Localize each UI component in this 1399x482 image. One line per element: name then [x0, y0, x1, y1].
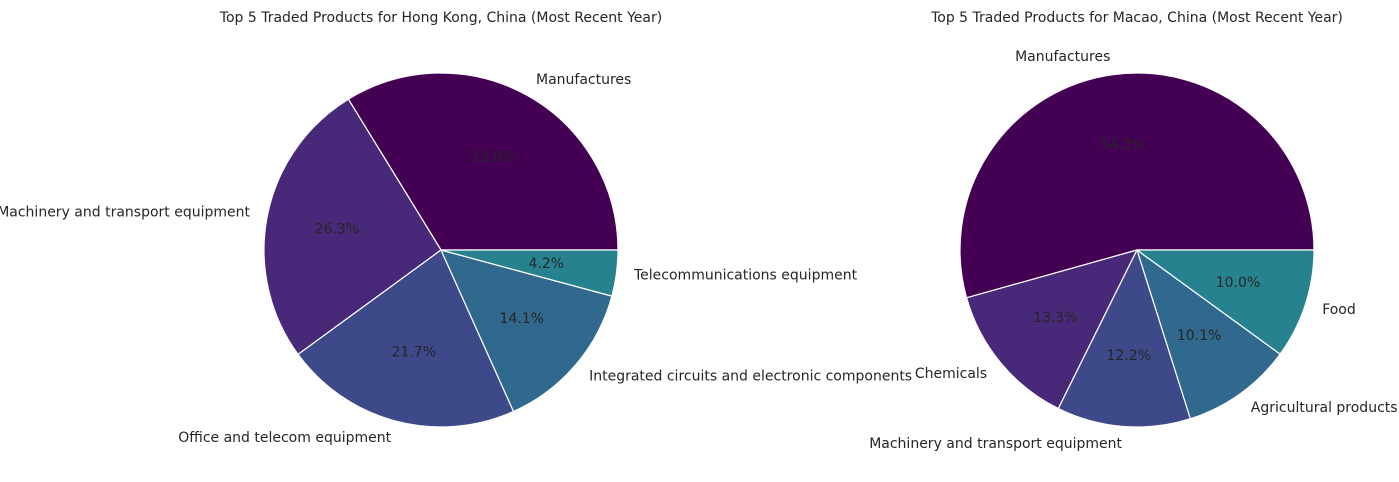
pie-slice-hong-kong-manufactures [347, 72, 619, 251]
slice-percent-macao-agricultural-products: 10.1% [1177, 328, 1221, 344]
slice-percent-macao-manufactures: 54.3% [1100, 137, 1144, 153]
slice-percent-hong-kong-machinery-and-transport-equipment: 26.3% [315, 222, 359, 238]
slice-label-macao-manufactures: Manufactures [1015, 49, 1110, 65]
slice-percent-hong-kong-manufactures: 33.8% [471, 149, 515, 165]
slice-label-hong-kong-machinery-and-transport-equipment: Machinery and transport equipment [0, 204, 251, 220]
pie-slice-hong-kong-machinery-and-transport-equipment [263, 98, 442, 355]
pie-slice-hong-kong-office-and-telecom-equipment [297, 249, 515, 428]
slice-label-macao-chemicals: Chemicals [915, 366, 987, 382]
slice-percent-macao-machinery-and-transport-equipment: 12.2% [1107, 348, 1151, 364]
slice-label-hong-kong-office-and-telecom-equipment: Office and telecom equipment [178, 430, 391, 446]
slice-label-macao-machinery-and-transport-equipment: Machinery and transport equipment [869, 436, 1122, 452]
pie-slice-macao-manufactures [959, 72, 1315, 299]
chart-title-macao: Top 5 Traded Products for Macao, China (… [930, 10, 1343, 26]
slice-percent-macao-food: 10.0% [1216, 275, 1260, 291]
slice-percent-hong-kong-integrated-circuits-and-electronic-components: 14.1% [500, 311, 544, 327]
pie-slice-macao-food [1136, 249, 1315, 355]
slice-label-hong-kong-telecommunications-equipment: Telecommunications equipment [633, 268, 858, 284]
slice-label-hong-kong-integrated-circuits-and-electronic-components: Integrated circuits and electronic compo… [589, 368, 912, 384]
pie-slice-macao-chemicals [965, 249, 1138, 410]
chart-title-hong-kong: Top 5 Traded Products for Hong Kong, Chi… [219, 10, 662, 26]
pie-slice-macao-agricultural-products [1136, 249, 1281, 420]
slice-percent-macao-chemicals: 13.3% [1033, 310, 1077, 326]
slice-label-macao-food: Food [1322, 302, 1356, 318]
pie-slice-hong-kong-integrated-circuits-and-electronic-components [440, 249, 613, 413]
pie-slice-hong-kong-telecommunications-equipment [440, 249, 619, 297]
slice-label-macao-agricultural-products: Agricultural products [1251, 400, 1398, 416]
slice-label-hong-kong-manufactures: Manufactures [536, 72, 631, 88]
slice-percent-hong-kong-office-and-telecom-equipment: 21.7% [392, 345, 436, 361]
pie-slice-macao-machinery-and-transport-equipment [1057, 249, 1192, 428]
slice-percent-hong-kong-telecommunications-equipment: 4.2% [529, 256, 565, 272]
